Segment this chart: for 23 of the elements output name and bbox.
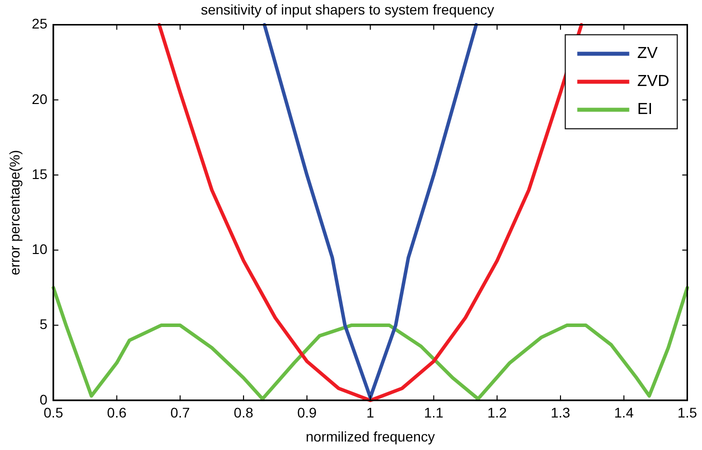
y-tick-label: 5 [40, 316, 48, 332]
y-tick-label: 25 [32, 16, 48, 32]
y-axis-title: error percentage(%) [6, 150, 22, 276]
y-tick-label: 20 [32, 90, 48, 107]
x-tick-label: 1.2 [487, 404, 508, 421]
x-tick-label: 0.8 [234, 404, 254, 421]
legend-label: ZVD [637, 73, 670, 90]
chart-title: sensitivity of input shapers to system frequency [200, 1, 494, 18]
x-tick-label: 1.1 [424, 404, 444, 421]
x-tick-label: 1.5 [678, 404, 698, 421]
legend-label: EI [637, 101, 652, 118]
legend-label: ZV [637, 45, 658, 62]
x-tick-label: 1 [366, 404, 374, 421]
x-tick-label: 0.5 [44, 404, 64, 421]
y-tick-label: 15 [32, 166, 48, 182]
x-tick-label: 1.4 [614, 404, 634, 421]
x-tick-label: 0.9 [297, 404, 317, 421]
x-tick-label: 1.3 [550, 404, 570, 421]
y-tick-label: 0 [40, 391, 48, 408]
x-axis-title: normilized frequency [306, 428, 435, 444]
y-tick-label: 10 [32, 241, 48, 258]
x-tick-label: 0.7 [170, 404, 190, 421]
x-tick-label: 0.6 [107, 404, 127, 421]
